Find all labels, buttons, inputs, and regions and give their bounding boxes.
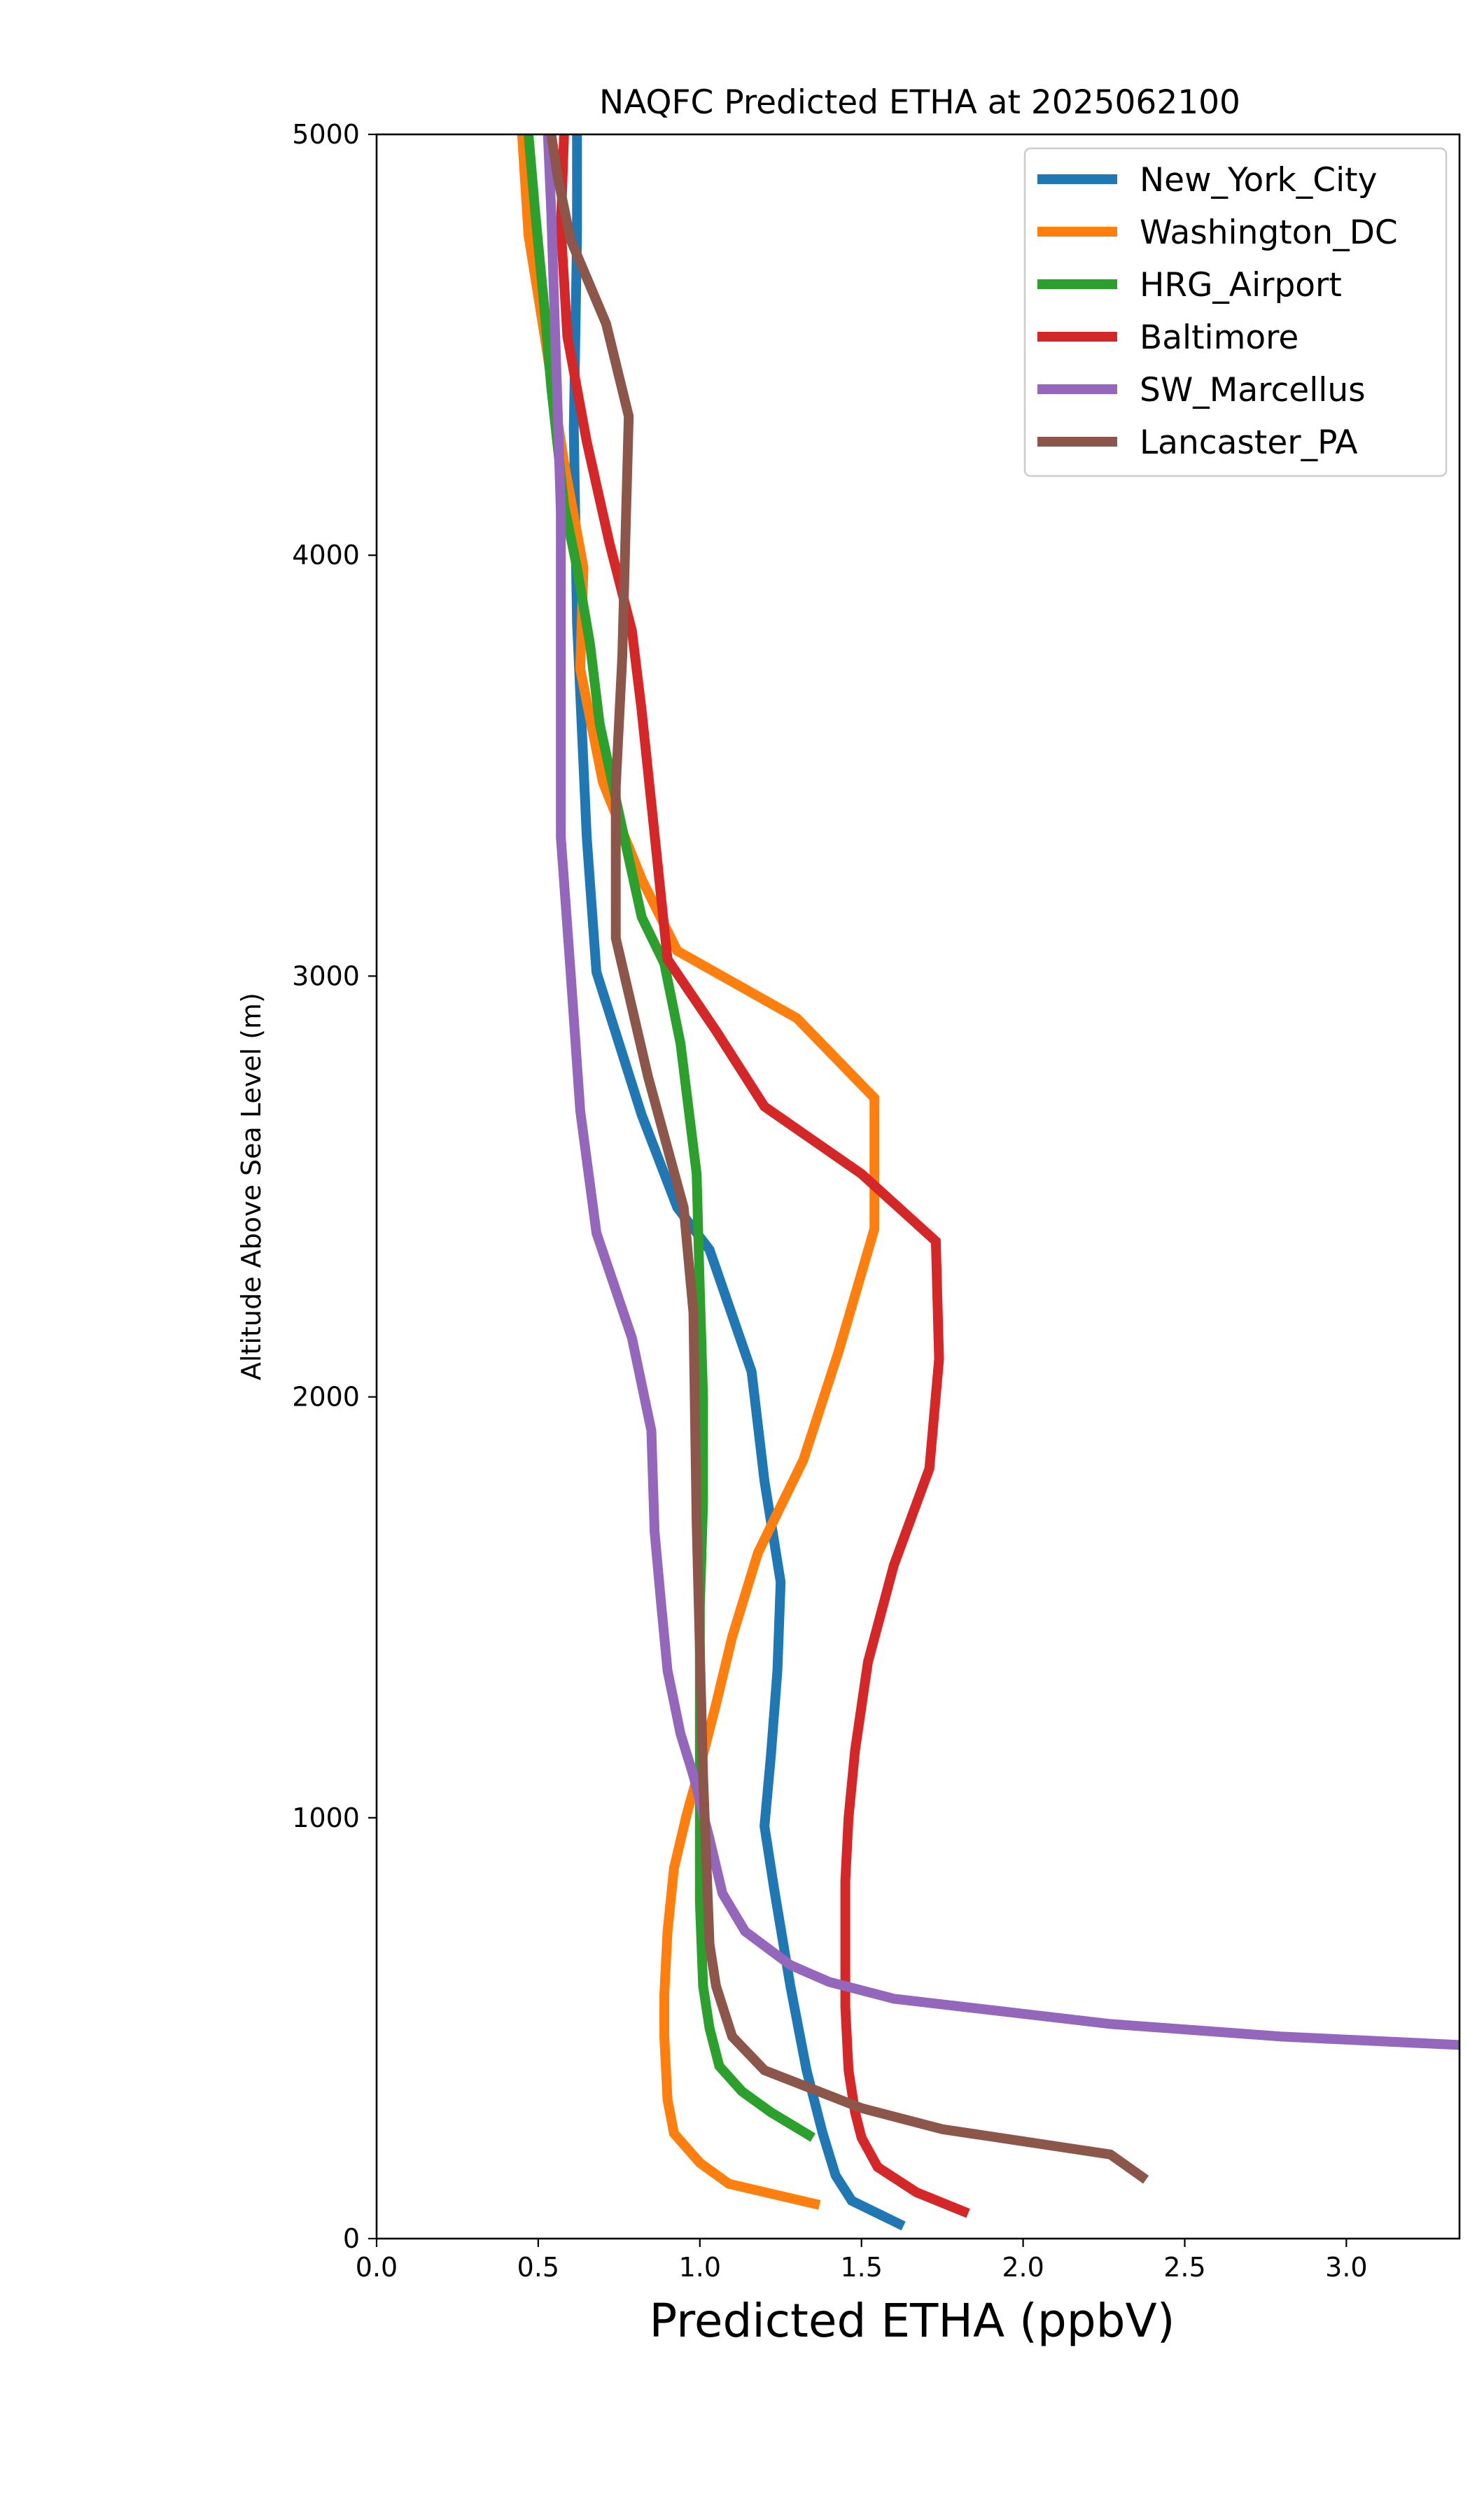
legend: New_York_City Washington_DC HRG_Airport Bal… <box>1023 147 1448 477</box>
legend-label: New_York_City <box>1140 161 1377 200</box>
y-axis-label: Altitude Above Sea Level (m) <box>236 993 267 1380</box>
x-tick-label: 0.0 <box>356 2252 398 2283</box>
legend-label: HRG_Airport <box>1140 266 1342 304</box>
x-tick-label: 1.0 <box>679 2252 721 2283</box>
y-axis: 0 1000 2000 3000 4000 5000 <box>292 119 377 2254</box>
series-layer <box>517 134 1460 2231</box>
series-line-hrg-airport <box>524 134 816 2142</box>
x-axis: 0.0 0.5 1.0 1.5 2.0 2.5 3.0 <box>356 2239 1368 2283</box>
y-tick-label: 2000 <box>292 1382 360 1413</box>
legend-label: SW_Marcellus <box>1140 371 1366 410</box>
x-tick-label: 2.5 <box>1163 2252 1205 2283</box>
legend-box <box>1023 147 1448 477</box>
x-axis-label: Predicted ETHA (ppbV) <box>650 2294 1175 2348</box>
y-tick-label: 0 <box>343 2223 360 2254</box>
y-tick-label: 1000 <box>292 1802 360 1833</box>
plot-frame <box>375 133 1461 2240</box>
series-line-sw-marcellus <box>542 134 1460 2050</box>
chart-title: NAQFC Predicted ETHA at 2025062100 <box>599 83 1240 122</box>
x-tick-label: 1.5 <box>840 2252 882 2283</box>
x-tick-label: 2.0 <box>1002 2252 1044 2283</box>
y-tick-label: 5000 <box>292 119 360 150</box>
series-line-lancaster-pa <box>546 134 1149 2184</box>
y-tick-label: 3000 <box>292 960 360 991</box>
x-tick-label: 3.0 <box>1325 2252 1367 2283</box>
legend-label: Lancaster_PA <box>1140 424 1358 462</box>
legend-label: Baltimore <box>1140 318 1298 357</box>
legend-label: Washington_DC <box>1140 214 1398 252</box>
x-tick-label: 0.5 <box>517 2252 559 2283</box>
y-tick-label: 4000 <box>292 540 360 570</box>
